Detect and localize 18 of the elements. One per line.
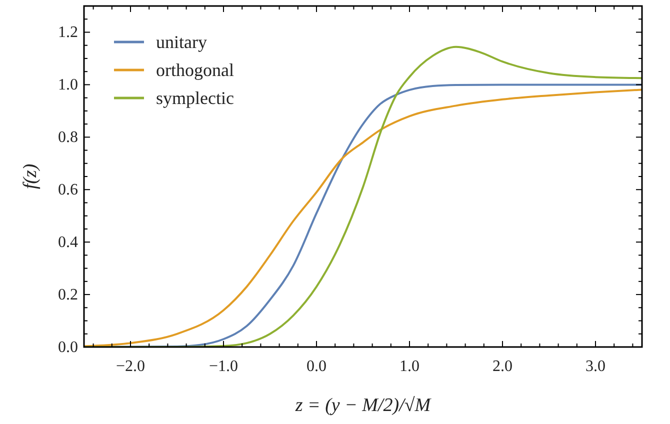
y-tick-label: 1.2 <box>58 24 78 42</box>
x-tick-label: 1.0 <box>400 358 420 375</box>
x-tick-label: 3.0 <box>586 358 606 375</box>
y-tick-label: 0.6 <box>58 182 78 199</box>
y-tick-label: 0.8 <box>58 129 78 146</box>
y-axis-title: f(z) <box>20 164 41 190</box>
x-axis-title: z = (y − M/2)/√M <box>294 395 432 416</box>
legend-label: orthogonal <box>156 60 234 80</box>
x-tick-label: 0.0 <box>306 358 326 375</box>
legend-label: symplectic <box>156 88 234 108</box>
x-tick-label: −2.0 <box>116 358 146 375</box>
x-tick-label: −1.0 <box>208 358 238 375</box>
x-tick-label: 2.0 <box>492 358 512 375</box>
legend-label: unitary <box>156 32 207 52</box>
y-tick-label: 0.2 <box>58 286 78 304</box>
y-tick-label: 0.0 <box>58 339 78 356</box>
y-tick-label: 0.4 <box>58 234 78 252</box>
y-tick-label: 1.0 <box>58 76 78 94</box>
